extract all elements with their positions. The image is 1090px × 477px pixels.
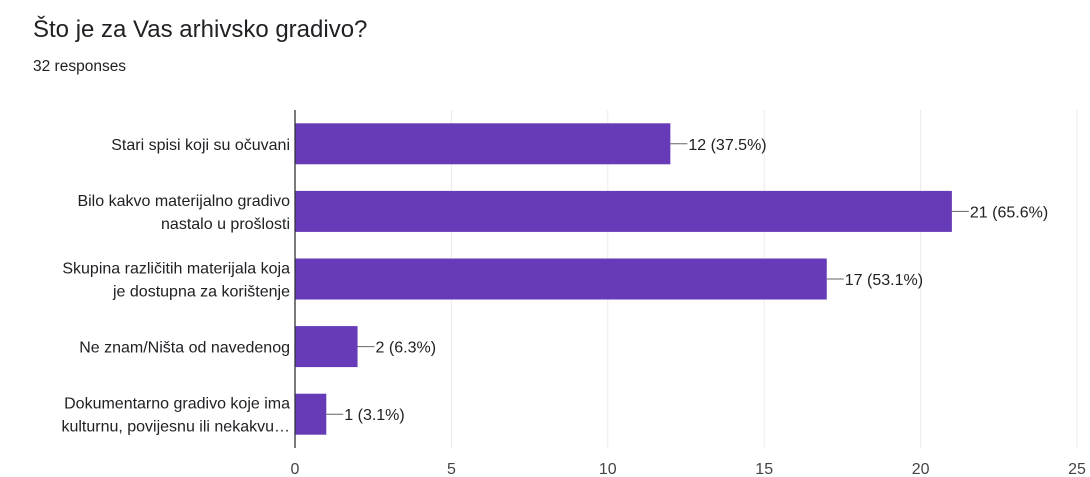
x-tick-label: 0: [291, 461, 300, 477]
data-label: 17 (53.1%): [845, 272, 923, 289]
category-label: Dokumentarno gradivo koje ima: [64, 396, 290, 413]
category-label: nastalo u prošlosti: [161, 216, 290, 233]
response-count: 32 responses: [33, 58, 127, 75]
category-label: je dostupna za korištenje: [112, 284, 290, 301]
bar: [295, 393, 327, 435]
x-tick-label: 20: [912, 461, 930, 477]
x-tick-label: 5: [447, 461, 456, 477]
category-label: kulturnu, povijesnu ili nekakvu…: [61, 419, 290, 436]
data-label: 2 (6.3%): [376, 340, 436, 357]
data-label: 21 (65.6%): [970, 204, 1048, 221]
category-label: Skupina različitih materijala koja: [62, 261, 290, 278]
x-tick-label: 15: [755, 461, 773, 477]
category-label: Stari spisi koji su očuvani: [111, 137, 290, 154]
data-label: 1 (3.1%): [344, 407, 404, 424]
bar: [295, 123, 671, 165]
bar: [295, 326, 358, 368]
bar: [295, 258, 827, 300]
category-label: Bilo kakvo materijalno gradivo: [77, 193, 290, 210]
data-label: 12 (37.5%): [688, 137, 766, 154]
chart-title: Što je za Vas arhivsko gradivo?: [33, 16, 368, 43]
bar: [295, 190, 952, 232]
category-label: Ne znam/Ništa od navedenog: [79, 340, 290, 357]
x-tick-label: 25: [1068, 461, 1086, 477]
x-tick-label: 10: [599, 461, 617, 477]
